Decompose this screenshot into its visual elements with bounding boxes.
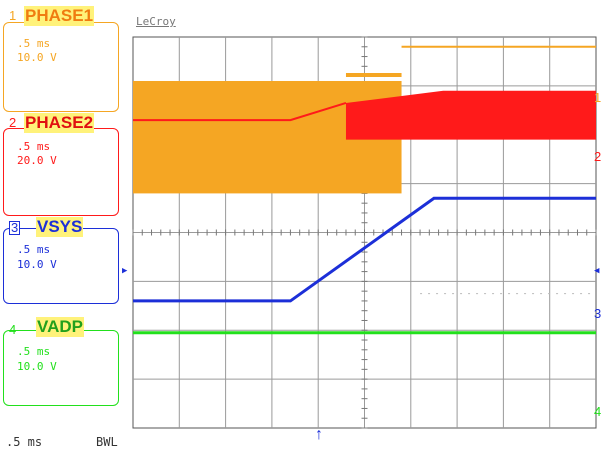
vsys-trace	[133, 196, 596, 303]
bandwidth-limit-label: BWL	[96, 435, 118, 449]
channel-4-name: VADP	[36, 317, 84, 337]
channel-2-marker[interactable]: 2	[594, 149, 602, 164]
channel-1-timebase: .5 ms	[17, 37, 51, 50]
phase2-switching-band	[345, 90, 596, 140]
channel-4-timebase: .5 ms	[17, 345, 51, 358]
offset-arrow-right-icon[interactable]: ◀	[594, 266, 600, 276]
offset-arrow-icon[interactable]: ▶	[122, 266, 128, 276]
trigger-position-icon[interactable]: ↑	[315, 426, 323, 443]
channel-3-marker[interactable]: 3	[594, 306, 602, 321]
channel-1-number: 1	[9, 8, 17, 23]
brand-label: LeCroy	[136, 15, 176, 28]
channel-1-volts: 10.0 V	[17, 51, 57, 64]
channel-4-number: 4	[9, 322, 17, 337]
phase2-trace	[133, 102, 347, 122]
channel-3-volts: 10.0 V	[17, 258, 57, 271]
timebase-readout: .5 ms	[6, 435, 43, 449]
channel-3-number: 3	[9, 220, 21, 235]
channel-3-timebase: .5 ms	[17, 243, 51, 256]
channel-4-marker[interactable]: 4	[594, 404, 602, 419]
channel-2-number: 2	[9, 115, 17, 130]
channel-2-name: PHASE2	[24, 113, 95, 133]
channel-1-box[interactable]	[3, 22, 119, 112]
channel-1-marker[interactable]: 1	[594, 90, 602, 105]
channel-2-timebase: .5 ms	[17, 140, 51, 153]
channel-3-name: VSYS	[36, 217, 84, 237]
channel-2-volts: 20.0 V	[17, 154, 57, 167]
channel-1-name: PHASE1	[24, 6, 95, 26]
channel-4-volts: 10.0 V	[17, 360, 57, 373]
